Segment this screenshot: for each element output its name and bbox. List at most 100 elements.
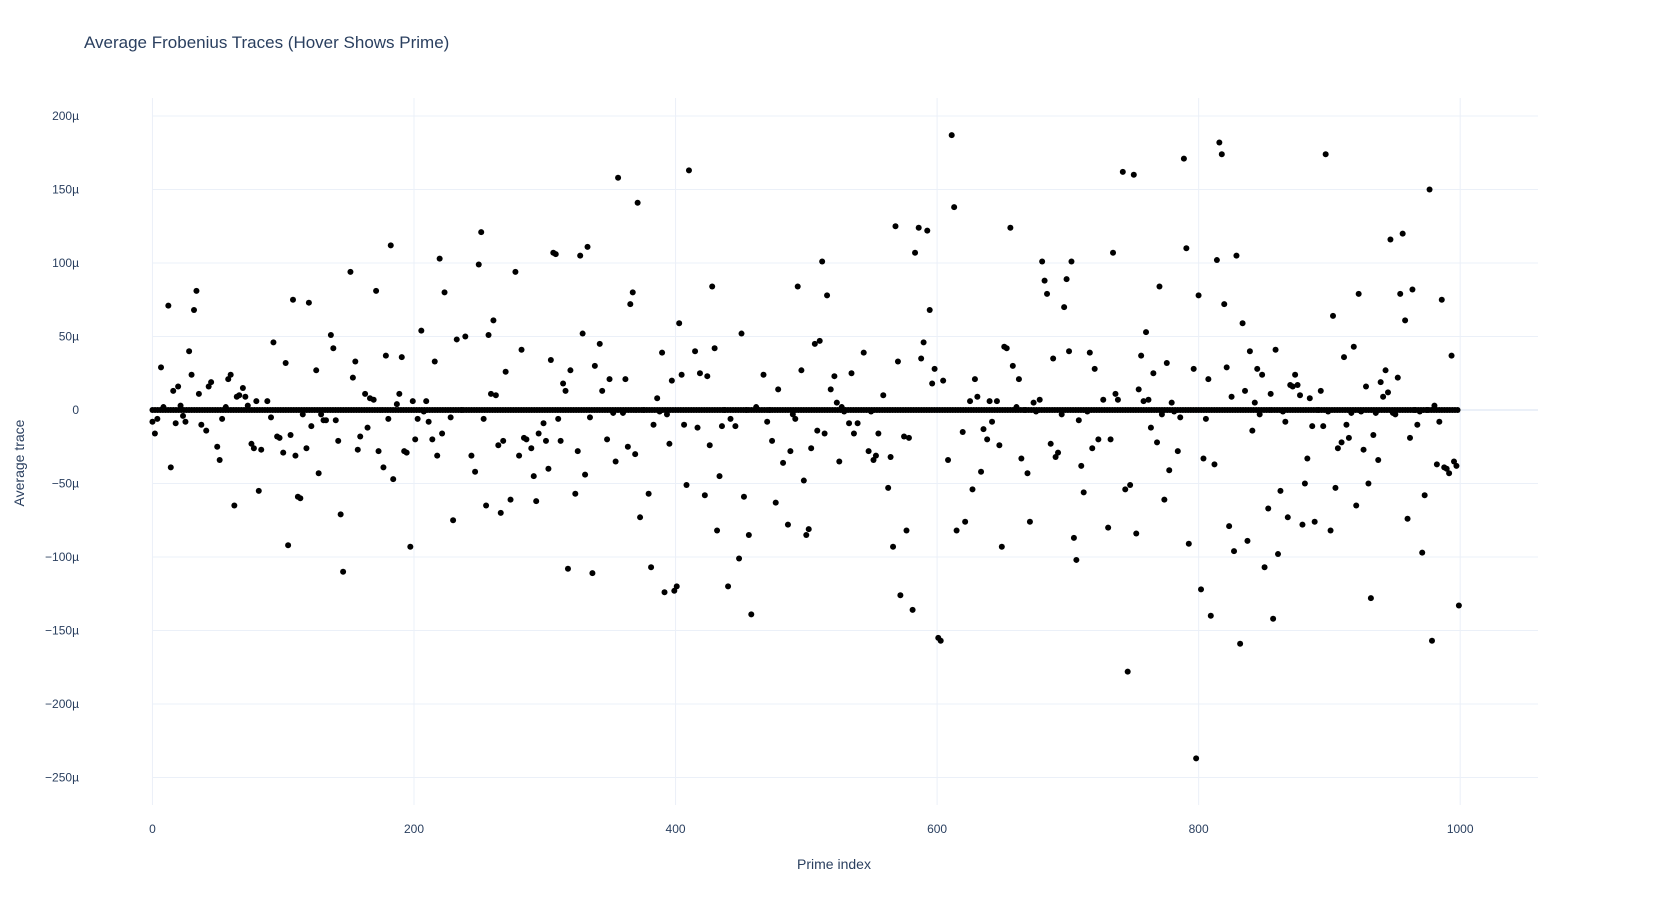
data-point[interactable] — [989, 418, 996, 425]
data-point[interactable] — [1345, 434, 1352, 441]
data-point[interactable] — [468, 452, 475, 459]
data-point[interactable] — [475, 261, 482, 268]
data-point[interactable] — [276, 434, 283, 441]
data-point[interactable] — [1033, 408, 1040, 415]
data-point[interactable] — [322, 417, 329, 424]
data-point[interactable] — [472, 468, 479, 475]
data-point[interactable] — [1130, 171, 1137, 178]
data-point[interactable] — [732, 423, 739, 430]
data-point[interactable] — [1431, 402, 1438, 409]
data-point[interactable] — [299, 411, 306, 418]
data-point[interactable] — [403, 449, 410, 456]
data-point[interactable] — [1455, 602, 1462, 609]
data-point[interactable] — [478, 229, 485, 236]
data-point[interactable] — [547, 357, 554, 364]
data-point[interactable] — [1171, 408, 1178, 415]
data-point[interactable] — [637, 514, 644, 521]
data-point[interactable] — [656, 408, 663, 415]
data-point[interactable] — [280, 449, 287, 456]
data-point[interactable] — [225, 376, 232, 383]
data-point[interactable] — [431, 358, 438, 365]
data-point[interactable] — [591, 362, 598, 369]
data-point[interactable] — [1055, 449, 1062, 456]
data-point[interactable] — [1026, 518, 1033, 525]
data-point[interactable] — [308, 423, 315, 430]
data-point[interactable] — [629, 289, 636, 296]
data-point[interactable] — [1277, 487, 1284, 494]
data-point[interactable] — [264, 398, 271, 405]
data-point[interactable] — [1325, 408, 1332, 415]
data-point[interactable] — [545, 465, 552, 472]
data-point[interactable] — [1018, 455, 1025, 462]
data-point[interactable] — [423, 398, 430, 405]
data-point[interactable] — [789, 411, 796, 418]
data-point[interactable] — [436, 255, 443, 262]
data-point[interactable] — [787, 448, 794, 455]
data-point[interactable] — [337, 511, 344, 518]
data-point[interactable] — [533, 498, 540, 505]
data-point[interactable] — [1221, 301, 1228, 308]
data-point[interactable] — [239, 384, 246, 391]
data-point[interactable] — [1223, 364, 1230, 371]
data-point[interactable] — [242, 393, 249, 400]
data-point[interactable] — [1404, 515, 1411, 522]
data-point[interactable] — [1370, 431, 1377, 438]
data-point[interactable] — [1007, 224, 1014, 231]
data-point[interactable] — [1239, 320, 1246, 327]
data-point[interactable] — [335, 437, 342, 444]
data-point[interactable] — [560, 380, 567, 387]
data-point[interactable] — [564, 565, 571, 572]
data-point[interactable] — [349, 374, 356, 381]
data-point[interactable] — [340, 568, 347, 575]
data-point[interactable] — [704, 373, 711, 380]
data-point[interactable] — [640, 407, 647, 413]
data-point[interactable] — [1047, 440, 1054, 447]
data-point[interactable] — [297, 495, 304, 502]
data-point[interactable] — [706, 442, 713, 449]
data-point[interactable] — [191, 307, 198, 314]
data-point[interactable] — [800, 477, 807, 484]
data-point[interactable] — [1195, 292, 1202, 299]
data-point[interactable] — [318, 411, 325, 418]
data-point[interactable] — [453, 336, 460, 343]
data-point[interactable] — [824, 292, 831, 299]
data-point[interactable] — [1267, 390, 1274, 397]
data-point[interactable] — [901, 433, 908, 440]
data-point[interactable] — [678, 371, 685, 378]
data-point[interactable] — [1320, 423, 1327, 430]
data-point[interactable] — [671, 587, 678, 594]
data-point[interactable] — [1100, 396, 1107, 403]
data-point[interactable] — [865, 448, 872, 455]
data-point[interactable] — [425, 418, 432, 425]
data-point[interactable] — [1256, 411, 1263, 418]
data-point[interactable] — [668, 377, 675, 384]
data-point[interactable] — [819, 258, 826, 265]
data-point[interactable] — [523, 436, 530, 443]
data-point[interactable] — [572, 490, 579, 497]
data-point[interactable] — [1330, 312, 1337, 319]
data-point[interactable] — [1003, 345, 1010, 352]
data-point[interactable] — [382, 352, 389, 359]
data-point[interactable] — [407, 543, 414, 550]
data-point[interactable] — [1068, 258, 1075, 265]
data-point[interactable] — [1009, 362, 1016, 369]
data-point[interactable] — [659, 349, 666, 356]
data-point[interactable] — [227, 371, 234, 378]
data-point[interactable] — [1185, 540, 1192, 547]
data-point[interactable] — [216, 456, 223, 463]
data-point[interactable] — [676, 320, 683, 327]
data-point[interactable] — [1414, 421, 1421, 428]
data-point[interactable] — [1270, 615, 1277, 622]
data-point[interactable] — [885, 484, 892, 491]
data-point[interactable] — [780, 459, 787, 466]
data-point[interactable] — [1365, 480, 1372, 487]
data-point[interactable] — [1228, 393, 1235, 400]
data-point[interactable] — [1341, 354, 1348, 361]
data-point[interactable] — [1453, 462, 1460, 469]
data-point[interactable] — [1282, 418, 1289, 425]
data-point[interactable] — [918, 355, 925, 362]
data-point[interactable] — [332, 417, 339, 424]
data-point[interactable] — [696, 370, 703, 377]
data-point[interactable] — [1392, 411, 1399, 418]
data-point[interactable] — [831, 373, 838, 380]
